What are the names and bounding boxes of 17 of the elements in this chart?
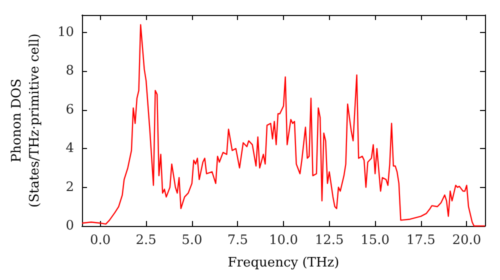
y-tick-label: 10 — [57, 24, 74, 40]
x-tick-label: 12.5 — [314, 233, 344, 248]
y-tick-label: 0 — [66, 218, 74, 234]
y-tick-label: 2 — [66, 180, 74, 195]
x-tick-label: 5.0 — [182, 233, 202, 248]
x-tick-label: 10.0 — [269, 233, 298, 248]
x-tick-label: 20.0 — [452, 233, 482, 248]
x-tick-label: 2.5 — [136, 233, 156, 248]
y-tick-label: 8 — [66, 64, 74, 79]
x-tick-label: 7.5 — [227, 233, 248, 248]
y-tick-label: 6 — [66, 102, 74, 118]
x-tick-label: 0.0 — [90, 233, 111, 248]
y-tick-label: 4 — [66, 141, 74, 156]
x-tick-label: 15.0 — [360, 233, 390, 248]
y-axis-title: Phonon DOS (States/THz·primitive cell) — [10, 33, 42, 208]
x-tick-label: 17.5 — [406, 233, 436, 248]
x-axis-title: Frequency (THz) — [228, 256, 340, 270]
